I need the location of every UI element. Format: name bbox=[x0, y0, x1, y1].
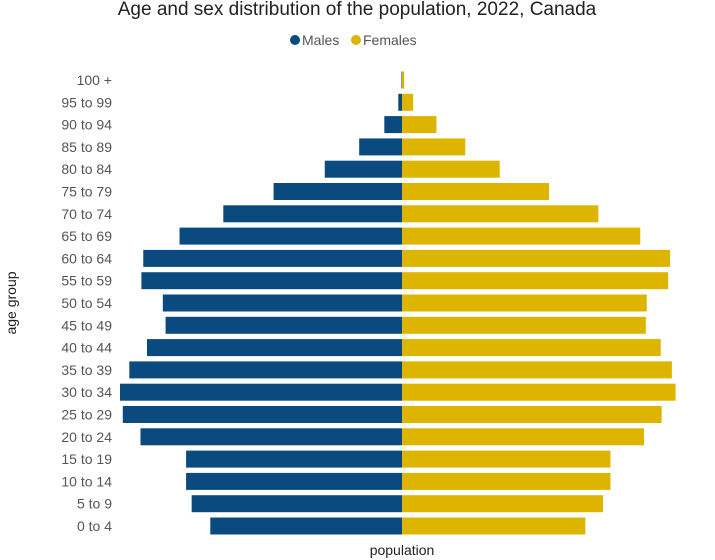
bar-males-35-to-39[interactable] bbox=[129, 361, 402, 379]
bar-males-60-to-64[interactable] bbox=[143, 249, 402, 267]
bar-males-25-to-29[interactable] bbox=[122, 406, 402, 423]
bar-females-80-to-84[interactable] bbox=[402, 160, 500, 178]
y-tick-0-to-4: 0 to 4 bbox=[77, 518, 112, 534]
bar-males-15-to-19[interactable] bbox=[186, 450, 402, 468]
bar-females-90-to-94[interactable] bbox=[402, 116, 437, 134]
y-tick-50-to-54: 50 to 54 bbox=[61, 295, 112, 311]
bar-males-100-plus[interactable] bbox=[401, 71, 402, 89]
bar-males-0-to-4[interactable] bbox=[210, 517, 402, 535]
y-tick-45-to-49: 45 to 49 bbox=[61, 317, 112, 333]
bar-females-30-to-34[interactable] bbox=[402, 383, 676, 401]
y-tick-100-plus: 100 + bbox=[77, 72, 112, 88]
y-tick-20-to-24: 20 to 24 bbox=[61, 429, 112, 445]
y-tick-75-to-79: 75 to 79 bbox=[61, 184, 112, 200]
bar-females-100-plus[interactable] bbox=[402, 71, 405, 89]
bar-females-70-to-74[interactable] bbox=[402, 205, 599, 223]
y-axis-label: age group bbox=[3, 271, 19, 334]
bar-males-10-to-14[interactable] bbox=[186, 472, 402, 490]
bar-females-55-to-59[interactable] bbox=[402, 272, 669, 290]
bar-females-45-to-49[interactable] bbox=[402, 316, 646, 334]
bar-males-85-to-89[interactable] bbox=[359, 138, 402, 156]
legend-label-males: Males bbox=[302, 32, 339, 48]
y-tick-15-to-19: 15 to 19 bbox=[61, 451, 112, 467]
legend: Males Females bbox=[290, 32, 417, 48]
bar-males-30-to-34[interactable] bbox=[120, 383, 402, 401]
bar-females-65-to-69[interactable] bbox=[402, 227, 641, 245]
legend-item-males[interactable]: Males bbox=[290, 32, 339, 48]
bar-males-65-to-69[interactable] bbox=[179, 227, 402, 245]
y-tick-5-to-9: 5 to 9 bbox=[77, 496, 112, 512]
y-tick-80-to-84: 80 to 84 bbox=[61, 161, 112, 177]
bar-males-90-to-94[interactable] bbox=[384, 116, 402, 134]
y-tick-60-to-64: 60 to 64 bbox=[61, 250, 112, 266]
bar-females-25-to-29[interactable] bbox=[402, 406, 662, 423]
bar-females-0-to-4[interactable] bbox=[402, 517, 586, 535]
bar-females-50-to-54[interactable] bbox=[402, 294, 647, 312]
y-tick-10-to-14: 10 to 14 bbox=[61, 473, 112, 489]
bar-females-60-to-64[interactable] bbox=[402, 249, 671, 267]
bar-females-20-to-24[interactable] bbox=[402, 428, 644, 446]
chart-title: Age and sex distribution of the populati… bbox=[118, 0, 597, 20]
bar-males-5-to-9[interactable] bbox=[191, 495, 402, 513]
bar-females-5-to-9[interactable] bbox=[402, 495, 604, 513]
bar-males-80-to-84[interactable] bbox=[324, 160, 402, 178]
bar-females-40-to-44[interactable] bbox=[402, 339, 661, 357]
y-tick-30-to-34: 30 to 34 bbox=[61, 384, 112, 400]
bar-females-15-to-19[interactable] bbox=[402, 450, 611, 468]
bar-females-85-to-89[interactable] bbox=[402, 138, 466, 156]
y-tick-35-to-39: 35 to 39 bbox=[61, 362, 112, 378]
x-axis-label: population bbox=[370, 542, 435, 558]
y-tick-90-to-94: 90 to 94 bbox=[61, 117, 112, 133]
bar-females-75-to-79[interactable] bbox=[402, 183, 550, 200]
bar-males-45-to-49[interactable] bbox=[165, 316, 402, 334]
bar-males-55-to-59[interactable] bbox=[141, 272, 402, 290]
y-tick-95-to-99: 95 to 99 bbox=[61, 94, 112, 110]
legend-marker-females bbox=[351, 35, 361, 45]
female-bars bbox=[402, 71, 676, 535]
bar-males-50-to-54[interactable] bbox=[162, 294, 402, 312]
legend-label-females: Females bbox=[363, 32, 417, 48]
y-tick-25-to-29: 25 to 29 bbox=[61, 407, 112, 423]
bar-males-40-to-44[interactable] bbox=[146, 339, 402, 357]
y-tick-65-to-69: 65 to 69 bbox=[61, 228, 112, 244]
bar-males-95-to-99[interactable] bbox=[398, 93, 402, 111]
y-tick-70-to-74: 70 to 74 bbox=[61, 206, 112, 222]
y-tick-55-to-59: 55 to 59 bbox=[61, 273, 112, 289]
bar-males-75-to-79[interactable] bbox=[273, 183, 402, 200]
legend-item-females[interactable]: Females bbox=[351, 32, 417, 48]
y-tick-40-to-44: 40 to 44 bbox=[61, 340, 112, 356]
bar-males-20-to-24[interactable] bbox=[140, 428, 402, 446]
y-tick-85-to-89: 85 to 89 bbox=[61, 139, 112, 155]
bar-females-95-to-99[interactable] bbox=[402, 93, 414, 111]
bar-females-35-to-39[interactable] bbox=[402, 361, 672, 379]
male-bars bbox=[120, 71, 402, 535]
bar-females-10-to-14[interactable] bbox=[402, 472, 611, 490]
y-axis-ticks: 0 to 4 5 to 9 10 to 14 15 to 19 20 to 24 25 t… bbox=[61, 72, 112, 534]
bar-males-70-to-74[interactable] bbox=[223, 205, 402, 223]
legend-marker-males bbox=[290, 35, 300, 45]
